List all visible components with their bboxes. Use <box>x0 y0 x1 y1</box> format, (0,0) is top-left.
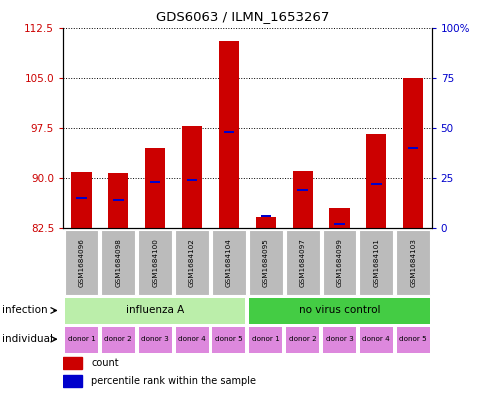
Text: donor 3: donor 3 <box>325 336 353 342</box>
Bar <box>260 215 271 217</box>
Text: GSM1684102: GSM1684102 <box>189 238 195 287</box>
Bar <box>113 199 123 201</box>
Text: donor 3: donor 3 <box>141 336 169 342</box>
Text: donor 4: donor 4 <box>178 336 206 342</box>
Text: GSM1684098: GSM1684098 <box>115 238 121 287</box>
Text: percentile rank within the sample: percentile rank within the sample <box>91 376 256 386</box>
Bar <box>150 181 160 183</box>
Bar <box>101 230 135 295</box>
Text: count: count <box>91 358 119 368</box>
Text: GSM1684101: GSM1684101 <box>373 238 378 287</box>
Text: individual: individual <box>2 334 53 344</box>
Bar <box>63 375 82 387</box>
Bar <box>175 327 208 353</box>
Text: GSM1684096: GSM1684096 <box>78 238 84 287</box>
Bar <box>186 179 197 181</box>
Bar <box>297 189 307 191</box>
Bar <box>175 230 209 295</box>
Bar <box>145 148 165 228</box>
Text: no virus control: no virus control <box>298 305 379 316</box>
Text: GSM1684095: GSM1684095 <box>262 238 268 287</box>
Bar <box>365 134 386 228</box>
Bar <box>76 197 87 199</box>
Bar <box>333 223 344 225</box>
Bar <box>370 183 381 185</box>
Bar <box>65 298 245 324</box>
Bar <box>64 230 98 295</box>
Bar <box>218 41 239 228</box>
Bar <box>249 327 282 353</box>
Bar <box>138 230 172 295</box>
Text: GSM1684099: GSM1684099 <box>336 238 342 287</box>
Bar <box>212 327 245 353</box>
Bar <box>71 173 91 228</box>
Text: donor 1: donor 1 <box>67 336 95 342</box>
Bar <box>329 208 349 228</box>
Bar <box>249 298 429 324</box>
Text: donor 4: donor 4 <box>362 336 390 342</box>
Bar <box>102 327 135 353</box>
Text: GSM1684100: GSM1684100 <box>152 238 158 287</box>
Bar <box>65 327 98 353</box>
Text: donor 2: donor 2 <box>104 336 132 342</box>
Text: donor 5: donor 5 <box>214 336 242 342</box>
Bar <box>108 173 128 228</box>
Text: infection: infection <box>2 305 48 316</box>
Bar <box>212 230 245 295</box>
Text: donor 5: donor 5 <box>398 336 426 342</box>
Bar <box>396 327 429 353</box>
Text: donor 2: donor 2 <box>288 336 316 342</box>
Bar <box>322 327 355 353</box>
Bar <box>359 327 392 353</box>
Text: influenza A: influenza A <box>126 305 184 316</box>
Bar <box>286 327 318 353</box>
Bar <box>182 126 202 228</box>
Bar <box>407 147 418 149</box>
Bar <box>248 230 282 295</box>
Bar <box>359 230 393 295</box>
Bar <box>292 171 312 228</box>
Text: GSM1684104: GSM1684104 <box>226 238 231 287</box>
Text: GSM1684103: GSM1684103 <box>409 238 415 287</box>
Text: donor 1: donor 1 <box>251 336 279 342</box>
Bar <box>402 78 423 228</box>
Bar <box>63 357 82 369</box>
Bar <box>255 217 275 228</box>
Text: GDS6063 / ILMN_1653267: GDS6063 / ILMN_1653267 <box>155 10 329 23</box>
Bar <box>138 327 171 353</box>
Bar <box>322 230 356 295</box>
Text: GSM1684097: GSM1684097 <box>299 238 305 287</box>
Bar <box>223 130 234 133</box>
Bar <box>395 230 429 295</box>
Bar <box>285 230 319 295</box>
